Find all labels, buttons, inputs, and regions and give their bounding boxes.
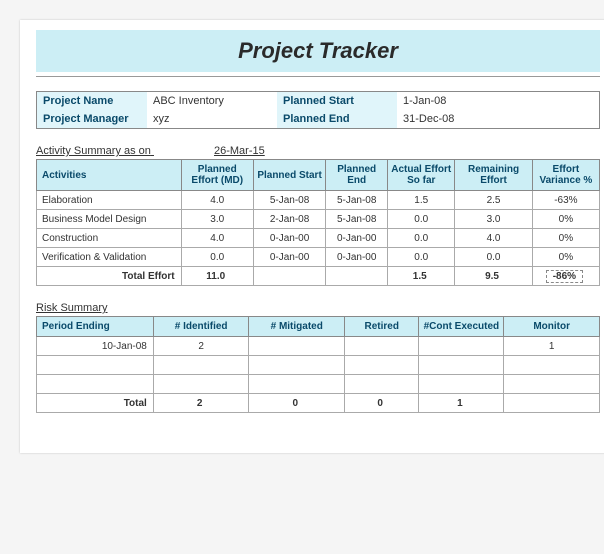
col-planned-effort: Planned Effort (MD)	[181, 160, 253, 191]
cell	[249, 337, 345, 356]
project-name-label: Project Name	[37, 92, 147, 110]
planned-start-label: Planned Start	[277, 92, 397, 110]
cell: 4.0	[181, 191, 253, 210]
cell	[345, 337, 419, 356]
table-row: Business Model Design3.02-Jan-085-Jan-08…	[37, 210, 600, 229]
cell: 3.0	[455, 210, 532, 229]
cell	[37, 356, 154, 375]
activity-name: Construction	[37, 229, 182, 248]
cell	[504, 375, 600, 394]
planned-end-value: 31-Dec-08	[397, 110, 517, 128]
total-ae: 1.5	[388, 267, 455, 286]
activity-section-title: Activity Summary as on 26-Mar-15	[36, 145, 600, 157]
cell: 2-Jan-08	[253, 210, 325, 229]
cell: 4.0	[455, 229, 532, 248]
cell: 0%	[532, 248, 599, 267]
cell	[504, 356, 600, 375]
col-period-ending: Period Ending	[37, 317, 154, 337]
cell: 0.0	[388, 229, 455, 248]
col-actual-effort: Actual Effort So far	[388, 160, 455, 191]
col-planned-start: Planned Start	[253, 160, 325, 191]
project-name-value: ABC Inventory	[147, 92, 277, 110]
divider	[36, 76, 600, 77]
col-retired: Retired	[345, 317, 419, 337]
col-planned-end: Planned End	[326, 160, 388, 191]
risk-total-row: Total 2 0 0 1	[37, 394, 600, 413]
project-manager-label: Project Manager	[37, 110, 147, 128]
planned-start-value: 1-Jan-08	[397, 92, 517, 110]
cell	[419, 337, 504, 356]
col-variance: Effort Variance %	[532, 160, 599, 191]
cell	[345, 356, 419, 375]
cell	[153, 375, 249, 394]
cell: 0.0	[455, 248, 532, 267]
cell: 0-Jan-00	[326, 229, 388, 248]
activity-summary-label: Activity Summary as on	[36, 145, 151, 157]
table-row	[37, 356, 600, 375]
cell: 5-Jan-08	[326, 210, 388, 229]
page-title: Project Tracker	[36, 30, 600, 72]
risk-total-ret: 0	[345, 394, 419, 413]
cell: 0.0	[388, 248, 455, 267]
spreadsheet-page: Project Tracker Project Name ABC Invento…	[20, 20, 604, 453]
cell	[153, 356, 249, 375]
col-cont: #Cont Executed	[419, 317, 504, 337]
cell	[249, 356, 345, 375]
col-monitor: Monitor	[504, 317, 600, 337]
cell: 1	[504, 337, 600, 356]
project-info-box: Project Name ABC Inventory Planned Start…	[36, 91, 600, 129]
cell: 5-Jan-08	[253, 191, 325, 210]
cell: 5-Jan-08	[326, 191, 388, 210]
cell: 0-Jan-00	[326, 248, 388, 267]
cell: 3.0	[181, 210, 253, 229]
table-row: Verification & Validation0.00-Jan-000-Ja…	[37, 248, 600, 267]
table-row: Elaboration4.05-Jan-085-Jan-081.52.5-63%	[37, 191, 600, 210]
risk-total-mon	[504, 394, 600, 413]
project-manager-value: xyz	[147, 110, 277, 128]
activity-name: Business Model Design	[37, 210, 182, 229]
risk-total-id: 2	[153, 394, 249, 413]
cell: 0-Jan-00	[253, 229, 325, 248]
cell: 0.0	[388, 210, 455, 229]
activity-name: Elaboration	[37, 191, 182, 210]
activity-total-row: Total Effort 11.0 1.5 9.5 -86%	[37, 267, 600, 286]
cell: 0%	[532, 210, 599, 229]
col-remaining-effort: Remaining Effort	[455, 160, 532, 191]
risk-table: Period Ending # Identified # Mitigated R…	[36, 316, 600, 413]
cell: 2.5	[455, 191, 532, 210]
activity-as-on-date: 26-Mar-15	[214, 145, 265, 157]
table-row: 10-Jan-082 1	[37, 337, 600, 356]
col-identified: # Identified	[153, 317, 249, 337]
col-mitigated: # Mitigated	[249, 317, 345, 337]
cell	[37, 375, 154, 394]
table-row	[37, 375, 600, 394]
cell: -63%	[532, 191, 599, 210]
risk-section-title: Risk Summary	[36, 302, 600, 314]
cell: 2	[153, 337, 249, 356]
col-activities: Activities	[37, 160, 182, 191]
risk-total-label: Total	[37, 394, 154, 413]
total-re: 9.5	[455, 267, 532, 286]
activity-table: Activities Planned Effort (MD) Planned S…	[36, 159, 600, 286]
total-pe: 11.0	[181, 267, 253, 286]
table-row: Construction4.00-Jan-000-Jan-000.04.00%	[37, 229, 600, 248]
risk-total-mit: 0	[249, 394, 345, 413]
planned-end-label: Planned End	[277, 110, 397, 128]
total-var: -86%	[532, 267, 599, 286]
cell: 1.5	[388, 191, 455, 210]
cell	[345, 375, 419, 394]
total-label: Total Effort	[37, 267, 182, 286]
cell	[419, 356, 504, 375]
cell: 10-Jan-08	[37, 337, 154, 356]
cell: 0-Jan-00	[253, 248, 325, 267]
risk-total-cont: 1	[419, 394, 504, 413]
cell: 4.0	[181, 229, 253, 248]
cell	[419, 375, 504, 394]
activity-name: Verification & Validation	[37, 248, 182, 267]
cell	[249, 375, 345, 394]
cell: 0.0	[181, 248, 253, 267]
cell: 0%	[532, 229, 599, 248]
